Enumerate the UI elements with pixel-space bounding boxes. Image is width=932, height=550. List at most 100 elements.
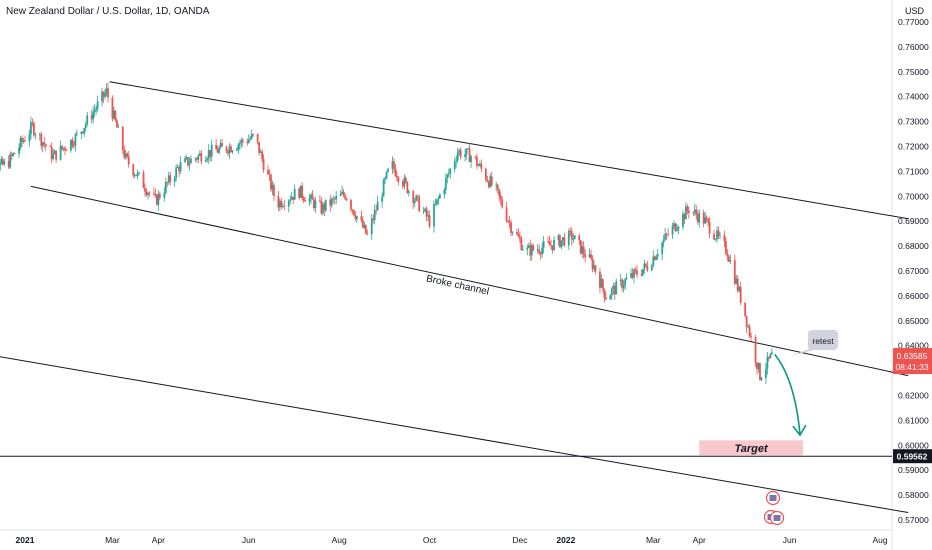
candle-body: [329, 199, 332, 206]
candle-body: [604, 297, 607, 300]
candle-body: [50, 146, 53, 160]
candle-body: [40, 134, 43, 147]
candle-body: [662, 239, 665, 243]
candle-body: [22, 140, 25, 143]
candle-body: [178, 167, 181, 172]
candle-body: [59, 145, 62, 160]
x-tick-label: Apr: [693, 535, 706, 545]
candle-body: [101, 91, 103, 102]
candle-body: [501, 199, 504, 208]
candle-body: [198, 153, 201, 156]
candle-body: [237, 144, 240, 150]
candle-body: [449, 168, 452, 174]
retest-callout: retest: [790, 330, 838, 356]
candle-body: [299, 185, 302, 198]
candle-body: [661, 242, 664, 255]
candle-body: [61, 145, 63, 150]
candle-body: [708, 221, 711, 234]
candle-body: [184, 158, 186, 163]
candle-body: [570, 231, 573, 240]
candle-body: [676, 229, 678, 231]
y-tick-label: 0.77000: [898, 17, 929, 27]
candle-body: [458, 150, 461, 153]
candle-body: [479, 163, 481, 166]
candle-body: [727, 256, 730, 262]
target-zone: [699, 440, 803, 456]
candle-body: [507, 221, 509, 222]
candle-body: [356, 216, 358, 220]
x-tick-label: Mar: [105, 535, 120, 545]
candle-body: [164, 182, 167, 193]
candle-body: [652, 256, 655, 266]
candle-body: [745, 315, 748, 327]
candle-body: [759, 363, 761, 380]
candle-body: [553, 239, 555, 251]
candle-body: [495, 184, 498, 186]
candle-body: [314, 200, 317, 209]
y-tick-label: 0.64000: [898, 341, 929, 351]
flag-event-icon[interactable]: [765, 490, 781, 506]
candle-body: [693, 209, 696, 213]
candle-body: [738, 287, 741, 291]
candle-body: [520, 239, 523, 251]
candle-body: [609, 295, 612, 300]
candle-body: [102, 91, 105, 98]
candle-body: [655, 256, 658, 260]
candle-body: [550, 245, 552, 247]
candle-body: [724, 241, 727, 254]
candle-body: [519, 236, 521, 240]
channel-outer-line: [0, 356, 909, 514]
candle-body: [123, 150, 126, 158]
candle-body: [219, 143, 222, 148]
channel-label: Broke channel: [425, 273, 490, 297]
candle-body: [579, 240, 582, 254]
candle-body: [526, 247, 529, 250]
candle-body: [179, 162, 182, 172]
candle-body: [682, 213, 684, 227]
candle-body: [529, 245, 532, 256]
candle-body: [510, 222, 512, 233]
candle-body: [225, 146, 228, 152]
candle-body: [569, 230, 572, 232]
candle-body: [157, 193, 160, 205]
candle-body: [302, 197, 305, 201]
candle-body: [498, 189, 501, 196]
candle-body: [413, 200, 416, 204]
candle-body: [560, 240, 563, 247]
candle-body: [744, 302, 747, 316]
candle-body: [705, 217, 708, 220]
candle-body: [115, 120, 118, 128]
candle-body: [277, 195, 280, 208]
candle-body: [215, 144, 218, 150]
candle-body: [363, 224, 366, 228]
candle-body: [375, 210, 378, 211]
candle-body: [235, 149, 238, 151]
candle-body: [407, 191, 410, 193]
candle-body: [366, 233, 369, 235]
candle-body: [105, 88, 108, 94]
candle-body: [290, 196, 293, 200]
candle-body: [148, 192, 151, 194]
candle-body: [453, 161, 456, 169]
candle-body: [505, 207, 508, 222]
candle-body: [446, 174, 449, 178]
candle-body: [44, 144, 47, 147]
candle-body: [717, 230, 720, 236]
candle-body: [323, 203, 326, 211]
candle-body: [511, 232, 514, 233]
candle-body: [603, 288, 606, 298]
candle-body: [418, 196, 421, 212]
event-stripe: [773, 517, 781, 519]
candle-body: [289, 199, 292, 201]
flag-event-icon[interactable]: [769, 510, 785, 526]
candle-body: [394, 168, 397, 176]
y-tick-label: 0.67000: [898, 266, 929, 276]
candle-body: [499, 195, 502, 200]
candle-body: [153, 192, 155, 194]
target-price-value: 0.59562: [897, 452, 928, 462]
candle-body: [188, 163, 191, 166]
candles: [0, 82, 773, 384]
